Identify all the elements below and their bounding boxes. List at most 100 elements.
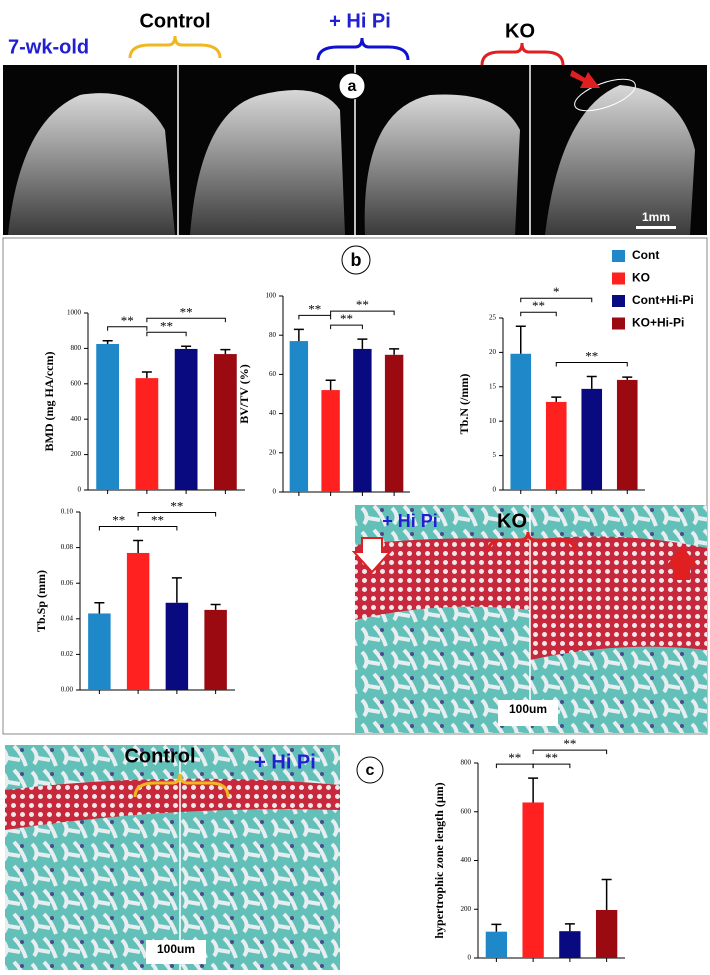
scale-label: 100um bbox=[157, 942, 195, 956]
bar bbox=[289, 341, 309, 492]
bar bbox=[522, 802, 544, 958]
error-bar bbox=[220, 348, 231, 355]
ct-image bbox=[190, 90, 345, 235]
error-bar bbox=[551, 396, 562, 402]
significance-bracket bbox=[298, 314, 332, 320]
significance-bracket bbox=[532, 749, 608, 755]
group-label: Control bbox=[139, 10, 210, 32]
y-tick-label: 100 bbox=[266, 292, 277, 300]
error-bar bbox=[515, 325, 526, 354]
y-tick-label: 20 bbox=[489, 348, 497, 356]
significance-label: ** bbox=[340, 311, 353, 326]
scale-box bbox=[498, 700, 558, 726]
panel-badge bbox=[338, 72, 366, 100]
significance-label: ** bbox=[563, 736, 576, 751]
y-tick-label: 400 bbox=[71, 415, 82, 423]
y-tick-label: 0.08 bbox=[61, 543, 74, 551]
y-axis-label: BV/TV (%) bbox=[237, 364, 251, 423]
y-tick-label: 400 bbox=[461, 856, 472, 864]
significance-label: ** bbox=[121, 313, 134, 328]
legend-label: KO bbox=[632, 271, 650, 285]
bar bbox=[96, 343, 120, 490]
significance-label: ** bbox=[532, 298, 545, 313]
error-bar bbox=[601, 878, 612, 910]
y-tick-label: 0 bbox=[468, 954, 472, 962]
panel-letter: c bbox=[366, 762, 375, 779]
y-tick-label: 10 bbox=[489, 417, 497, 425]
significance-label: ** bbox=[356, 297, 369, 312]
error-bar bbox=[357, 338, 368, 349]
panel-letter: a bbox=[348, 78, 357, 95]
error-bar bbox=[325, 379, 336, 391]
brace bbox=[133, 773, 230, 798]
age-label: 7-wk-old bbox=[8, 36, 89, 58]
bar bbox=[135, 378, 159, 490]
y-tick-label: 600 bbox=[71, 379, 82, 387]
histology-label: + Hi Pi bbox=[382, 511, 438, 531]
bar bbox=[559, 931, 581, 958]
bar bbox=[174, 348, 198, 490]
ct-image bbox=[8, 93, 175, 235]
significance-label: ** bbox=[308, 301, 321, 316]
bar bbox=[165, 602, 189, 690]
group-label: KO bbox=[505, 20, 535, 42]
y-tick-label: 0 bbox=[78, 486, 82, 494]
brace bbox=[480, 42, 565, 66]
significance-bracket bbox=[330, 310, 395, 316]
y-tick-label: 40 bbox=[269, 409, 277, 417]
bar bbox=[204, 609, 227, 690]
legend-swatch bbox=[612, 272, 625, 285]
significance-bracket bbox=[532, 763, 571, 769]
bar bbox=[126, 552, 150, 690]
arrow bbox=[666, 546, 698, 580]
y-axis-label: hypertrophic zone length (μm) bbox=[432, 782, 446, 938]
error-bar bbox=[171, 577, 182, 603]
error-bar bbox=[389, 348, 400, 355]
significance-label: ** bbox=[112, 512, 125, 527]
significance-bracket bbox=[107, 326, 148, 331]
bar bbox=[510, 353, 532, 490]
significance-bracket bbox=[555, 361, 628, 367]
y-tick-label: 60 bbox=[269, 370, 277, 378]
significance-label: ** bbox=[545, 750, 558, 765]
scale-bar bbox=[636, 226, 676, 229]
bar bbox=[353, 348, 372, 492]
significance-bracket bbox=[330, 324, 363, 330]
error-bar bbox=[586, 375, 597, 389]
bar bbox=[213, 354, 237, 490]
bar bbox=[88, 613, 111, 690]
error-bar bbox=[94, 602, 105, 614]
error-bar bbox=[491, 923, 502, 932]
significance-bracket bbox=[520, 297, 593, 303]
scale-box bbox=[146, 940, 206, 964]
significance-bracket bbox=[520, 311, 557, 317]
y-tick-label: 20 bbox=[269, 448, 277, 456]
y-tick-label: 0 bbox=[493, 486, 497, 494]
significance-label: ** bbox=[585, 348, 598, 363]
brace bbox=[316, 37, 410, 61]
significance-bracket bbox=[137, 511, 217, 517]
y-tick-label: 0.00 bbox=[61, 686, 74, 694]
bar bbox=[616, 379, 638, 490]
bar bbox=[321, 390, 340, 492]
panel-letter: b bbox=[351, 250, 362, 270]
ct-image bbox=[364, 94, 520, 235]
significance-label: ** bbox=[160, 318, 173, 333]
y-axis-label: BMD (mg HA/ccm) bbox=[42, 352, 56, 452]
arrow bbox=[570, 70, 600, 88]
legend-swatch bbox=[612, 317, 625, 330]
significance-bracket bbox=[137, 525, 178, 531]
y-tick-label: 600 bbox=[461, 807, 472, 815]
histology-label: Control bbox=[124, 745, 195, 767]
error-bar bbox=[564, 923, 575, 932]
error-bar bbox=[133, 539, 144, 553]
arrow bbox=[351, 537, 393, 574]
bar bbox=[384, 354, 404, 492]
brace bbox=[128, 35, 222, 59]
error-bar bbox=[293, 328, 304, 342]
y-axis-label: Tb.Sp (mm) bbox=[34, 570, 48, 632]
histology-label: + Hi Pi bbox=[254, 751, 316, 773]
legend-swatch bbox=[612, 250, 625, 262]
y-tick-label: 15 bbox=[489, 382, 497, 390]
histology-label: KO bbox=[497, 510, 527, 532]
